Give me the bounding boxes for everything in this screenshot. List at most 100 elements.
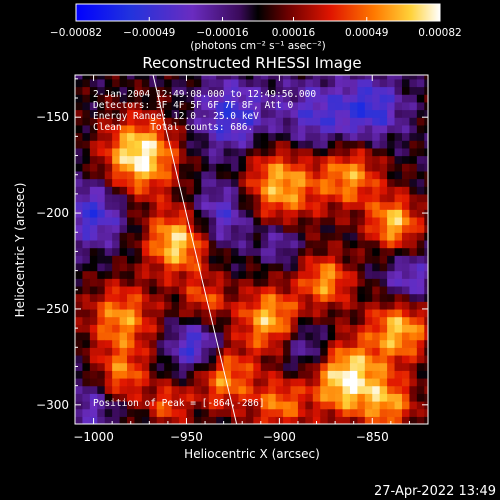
heatmap-cell bbox=[297, 316, 306, 325]
heatmap-cell bbox=[305, 339, 314, 348]
heatmap-cell bbox=[401, 155, 411, 164]
heatmap-cell bbox=[283, 147, 292, 157]
heatmap-cell bbox=[335, 163, 344, 172]
heatmap-cell bbox=[216, 201, 225, 210]
heatmap-cell bbox=[127, 140, 136, 149]
heatmap-cell bbox=[164, 163, 173, 172]
heatmap-cell bbox=[238, 377, 247, 387]
heatmap-cell bbox=[119, 147, 128, 157]
heatmap-cell bbox=[141, 109, 150, 118]
heatmap-cell bbox=[364, 124, 373, 134]
heatmap-cell bbox=[134, 377, 143, 387]
heatmap-cell bbox=[149, 147, 158, 157]
heatmap-cell bbox=[401, 170, 411, 180]
heatmap-cell bbox=[82, 278, 91, 287]
heatmap-cell bbox=[82, 308, 91, 318]
heatmap-cell bbox=[335, 308, 344, 318]
heatmap-cell bbox=[364, 393, 373, 402]
heatmap-cell bbox=[401, 101, 411, 111]
heatmap-cell bbox=[238, 270, 247, 279]
heatmap-cell bbox=[327, 86, 336, 95]
heatmap-cell bbox=[231, 75, 240, 80]
heatmap-cell bbox=[164, 216, 173, 226]
heatmap-cell bbox=[327, 324, 336, 333]
heatmap-cell bbox=[164, 86, 173, 95]
heatmap-cell bbox=[424, 331, 428, 341]
heatmap-cell bbox=[149, 385, 158, 394]
heatmap-cell bbox=[208, 270, 217, 279]
heatmap-cell bbox=[409, 377, 418, 387]
heatmap-cell bbox=[119, 339, 128, 348]
heatmap-cell bbox=[208, 377, 217, 387]
heatmap-cell bbox=[89, 186, 98, 195]
heatmap-cell bbox=[193, 109, 202, 118]
heatmap-cell bbox=[335, 94, 344, 103]
heatmap-cell bbox=[349, 301, 358, 310]
heatmap-cell bbox=[245, 86, 254, 95]
heatmap-cell bbox=[275, 393, 284, 402]
heatmap-cell bbox=[283, 239, 292, 249]
heatmap-cell bbox=[149, 163, 158, 172]
heatmap-cell bbox=[201, 209, 210, 218]
heatmap-cell bbox=[364, 285, 373, 295]
heatmap-cell bbox=[312, 140, 321, 149]
heatmap-cell bbox=[156, 285, 165, 295]
heatmap-cell bbox=[372, 278, 381, 287]
heatmap-cell bbox=[379, 232, 388, 241]
heatmap-cell bbox=[320, 400, 329, 410]
heatmap-cell bbox=[290, 262, 299, 272]
heatmap-cell bbox=[372, 393, 381, 402]
heatmap-cell bbox=[320, 278, 329, 287]
heatmap-cell bbox=[245, 316, 254, 325]
heatmap-cell bbox=[171, 109, 180, 118]
heatmap-cell bbox=[208, 94, 217, 103]
heatmap-cell bbox=[416, 262, 425, 272]
heatmap-cell bbox=[297, 370, 306, 379]
heatmap-cell bbox=[97, 354, 106, 364]
heatmap-cell bbox=[179, 301, 188, 310]
heatmap-cell bbox=[171, 170, 180, 180]
heatmap-cell bbox=[283, 262, 292, 272]
heatmap-cell bbox=[290, 285, 299, 295]
heatmap-cell bbox=[335, 232, 344, 241]
heatmap-cell bbox=[193, 270, 202, 279]
heatmap-cell bbox=[275, 109, 284, 118]
heatmap-cell bbox=[275, 316, 284, 325]
heatmap-cell bbox=[245, 75, 254, 80]
heatmap-cell bbox=[119, 416, 128, 424]
heatmap-cell bbox=[372, 270, 381, 279]
heatmap-cell bbox=[171, 316, 180, 325]
heatmap-cell bbox=[424, 78, 428, 88]
heatmap-cell bbox=[268, 377, 277, 387]
heatmap-cell bbox=[201, 270, 210, 279]
heatmap-cell bbox=[82, 354, 91, 364]
heatmap-cell bbox=[260, 209, 269, 218]
heatmap-cell bbox=[89, 216, 98, 226]
heatmap-cell bbox=[89, 377, 98, 387]
heatmap-cell bbox=[297, 86, 306, 95]
heatmap-cell bbox=[141, 193, 150, 203]
heatmap-cell bbox=[82, 124, 91, 134]
heatmap-cell bbox=[164, 308, 173, 318]
heatmap-cell bbox=[409, 262, 418, 272]
heatmap-cell bbox=[401, 75, 411, 80]
heatmap-cell bbox=[75, 170, 84, 180]
heatmap-cell bbox=[312, 132, 321, 141]
heatmap-cell bbox=[357, 416, 366, 424]
heatmap-cell bbox=[149, 354, 158, 364]
heatmap-cell bbox=[104, 354, 113, 364]
heatmap-cell bbox=[179, 109, 188, 118]
heatmap-cell bbox=[409, 308, 418, 318]
heatmap-cell bbox=[357, 163, 366, 172]
heatmap-cell bbox=[201, 362, 210, 371]
heatmap-cell bbox=[297, 140, 306, 149]
heatmap-cell bbox=[179, 117, 188, 126]
heatmap-cell bbox=[297, 78, 306, 88]
heatmap-cell bbox=[327, 163, 336, 172]
heatmap-cell bbox=[104, 239, 113, 249]
heatmap-cell bbox=[394, 216, 403, 226]
heatmap-cell bbox=[223, 293, 232, 302]
heatmap-cell bbox=[127, 193, 136, 203]
heatmap-cell bbox=[97, 285, 106, 295]
heatmap-cell bbox=[312, 400, 321, 410]
